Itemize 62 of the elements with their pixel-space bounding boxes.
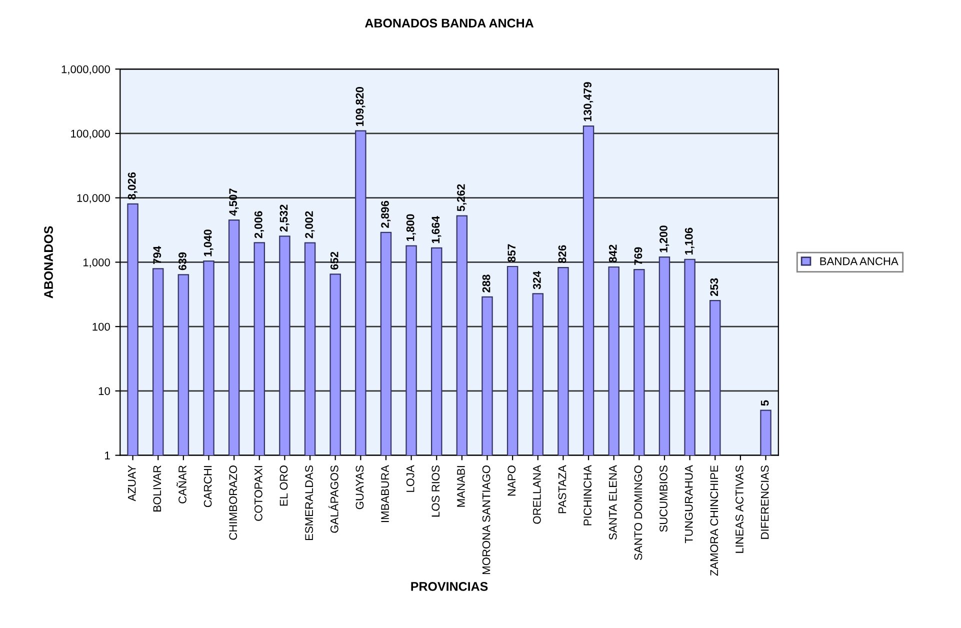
data-label: 652	[330, 252, 338, 270]
data-label: 288	[482, 274, 490, 292]
x-tick-label: NAPO	[508, 466, 516, 496]
x-tick-label: LINEAS ACTIVAS	[736, 466, 744, 553]
x-tick-label: ESMERALDAS	[305, 466, 313, 540]
legend-label: BANDA ANCHA	[820, 257, 898, 266]
y-tick-label: 100	[92, 322, 110, 331]
x-axis-title: PROVINCIAS	[411, 582, 488, 591]
data-label: 8,026	[128, 172, 138, 200]
data-label: 1,106	[684, 228, 694, 255]
y-tick-label: 10,000	[77, 194, 110, 204]
x-tick-label: CARCHI	[204, 466, 212, 508]
data-label: 5,262	[457, 184, 467, 212]
x-tick-label: CAÑAR	[176, 466, 186, 504]
data-label: 857	[508, 244, 516, 262]
x-tick-label: MORONA SANTIAGO	[482, 466, 490, 574]
x-tick-label: BOLIVAR	[153, 466, 162, 512]
data-label: 826	[558, 245, 566, 264]
data-label: 794	[153, 246, 162, 264]
x-tick-label: AZUAY	[128, 465, 136, 502]
x-tick-label: LOS RIOS	[432, 466, 440, 517]
data-label: 253	[710, 278, 718, 296]
data-label: 5	[760, 400, 769, 406]
data-label: 842	[608, 244, 617, 262]
data-label: 4,507	[229, 188, 239, 216]
x-tick-label: GALÁPAGOS	[328, 466, 338, 533]
x-tick-label: ZAMORA CHINCHIPE	[710, 466, 718, 576]
data-label: 1,200	[660, 226, 670, 252]
x-tick-label: TUNGURAHUA	[684, 465, 693, 544]
data-label: 1,040	[204, 230, 214, 256]
x-tick-label: PICHINCHA	[584, 465, 592, 526]
data-label: 769	[634, 247, 642, 265]
y-axis-title: ABONADOS	[44, 226, 53, 298]
y-tick-label: 100,000	[71, 130, 110, 139]
y-tick-label: 1	[105, 452, 110, 460]
x-tick-label: SANTO DOMINGO	[634, 466, 642, 560]
chart-title: ABONADOS BANDA ANCHA	[364, 18, 534, 28]
data-label: 1,664	[432, 216, 442, 244]
data-label: 2,002	[305, 211, 315, 238]
data-label: 2,896	[381, 200, 391, 228]
x-tick-label: DIFERENCIAS	[760, 466, 769, 539]
y-tick-label: 10	[98, 387, 110, 396]
data-label: 130,479	[584, 82, 594, 122]
data-label: 109,820	[356, 86, 366, 126]
x-tick-label: COTOPAXI	[254, 466, 262, 521]
data-label: 324	[532, 271, 541, 290]
data-label: 2,006	[254, 211, 264, 238]
x-tick-label: LOJA	[406, 465, 414, 492]
x-tick-label: SANTA ELENA	[608, 465, 617, 540]
x-tick-label: ORELLANA	[532, 465, 541, 524]
data-label: 639	[178, 252, 186, 270]
x-tick-label: MANABI	[457, 466, 465, 507]
data-label: 1,800	[406, 214, 416, 241]
data-label: 2,532	[280, 204, 290, 232]
x-tick-label: CHIMBORAZO	[229, 466, 238, 540]
x-tick-label: EL ORO	[280, 466, 288, 506]
y-tick-label: 1,000,000	[62, 65, 110, 75]
x-tick-label: GUAYAS	[356, 466, 364, 510]
x-tick-label: IMBABURA	[381, 465, 389, 522]
x-tick-label: SUCUMBIOS	[660, 466, 668, 532]
x-tick-label: PASTAZA	[558, 465, 566, 514]
y-tick-label: 1,000	[83, 258, 110, 268]
